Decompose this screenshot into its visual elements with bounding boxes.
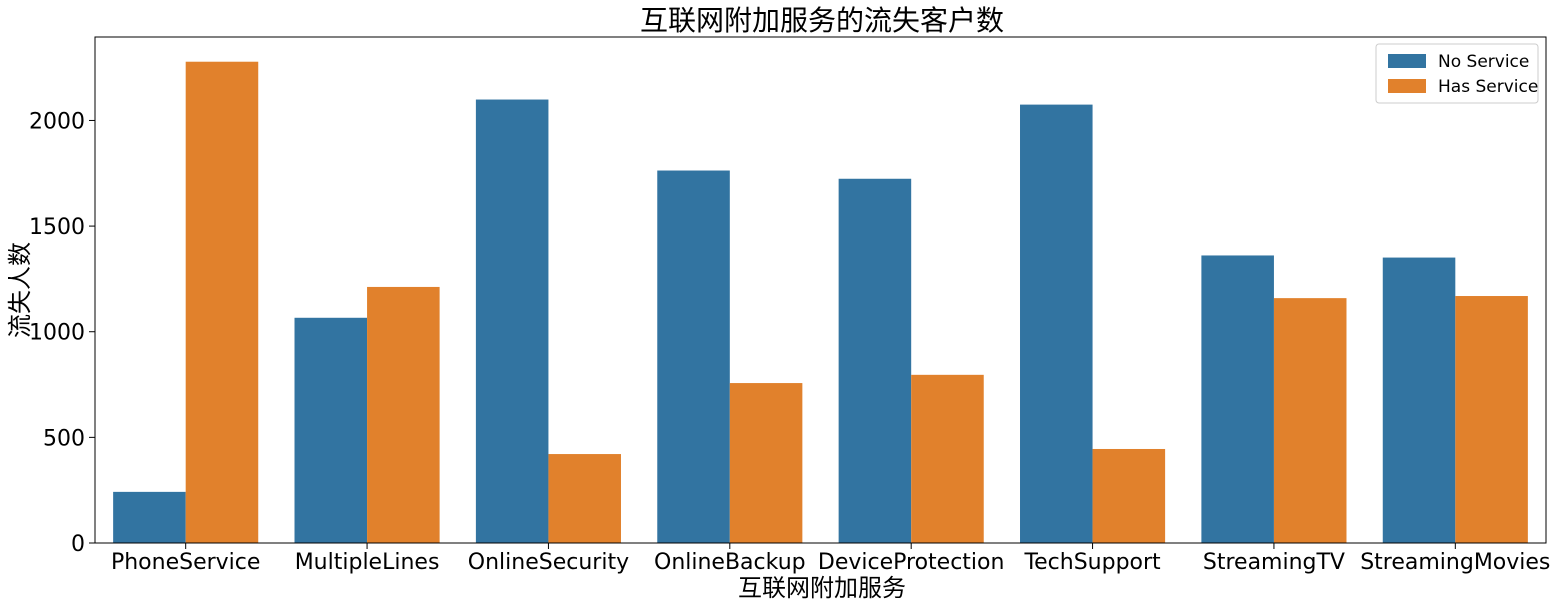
bar-no-service-techsupport <box>1020 104 1093 543</box>
legend: No Service Has Service <box>1375 43 1539 104</box>
bar-no-service-deviceprotection <box>838 178 912 543</box>
bar-has-service-onlinebackup <box>729 383 803 543</box>
bar-no-service-streamingtv <box>1201 255 1274 543</box>
bar-has-service-techsupport <box>1092 448 1166 543</box>
bar-no-service-onlinebackup <box>657 170 730 543</box>
x-tick-label: OnlineSecurity <box>468 550 629 575</box>
x-tick-label: MultipleLines <box>295 550 440 575</box>
legend-label: Has Service <box>1438 77 1538 97</box>
legend-label: No Service <box>1438 52 1529 72</box>
x-tick-label: OnlineBackup <box>654 550 806 575</box>
bar-has-service-phoneservice <box>185 61 259 544</box>
x-tick-label: TechSupport <box>1023 550 1161 575</box>
y-tick-label: 1500 <box>29 215 85 240</box>
plot-frame <box>94 36 1547 544</box>
x-axis-title: 互联网附加服务 <box>738 574 906 602</box>
legend-swatch <box>1388 79 1426 93</box>
legend-swatch <box>1388 54 1426 68</box>
x-tick-label: PhoneService <box>111 550 260 575</box>
bar-has-service-multiplelines <box>367 286 440 543</box>
bar-no-service-onlinesecurity <box>475 99 549 543</box>
bar-has-service-deviceprotection <box>911 374 984 543</box>
bar-has-service-streamingtv <box>1273 298 1347 543</box>
bars-group <box>113 61 1528 544</box>
y-tick-label: 500 <box>43 426 85 451</box>
y-tick-label: 2000 <box>29 109 85 134</box>
y-tick-label: 1000 <box>29 321 85 346</box>
chart-title: 互联网附加服务的流失客户数 <box>640 4 1004 37</box>
bar-has-service-streamingmovies <box>1455 296 1528 543</box>
bar-no-service-streamingmovies <box>1382 257 1456 543</box>
bar-has-service-onlinesecurity <box>548 454 621 543</box>
x-tick-label: StreamingMovies <box>1360 550 1550 575</box>
y-axis: 0 500 1000 1500 2000 <box>29 109 95 557</box>
bar-no-service-multiplelines <box>294 317 368 543</box>
x-tick-label: StreamingTV <box>1203 550 1345 575</box>
y-tick-label: 0 <box>71 532 85 557</box>
bar-no-service-phoneservice <box>113 491 186 543</box>
y-axis-title: 流失人数 <box>6 242 34 338</box>
x-axis: PhoneService MultipleLines OnlineSecurity O… <box>111 543 1550 575</box>
x-tick-label: DeviceProtection <box>818 550 1005 575</box>
